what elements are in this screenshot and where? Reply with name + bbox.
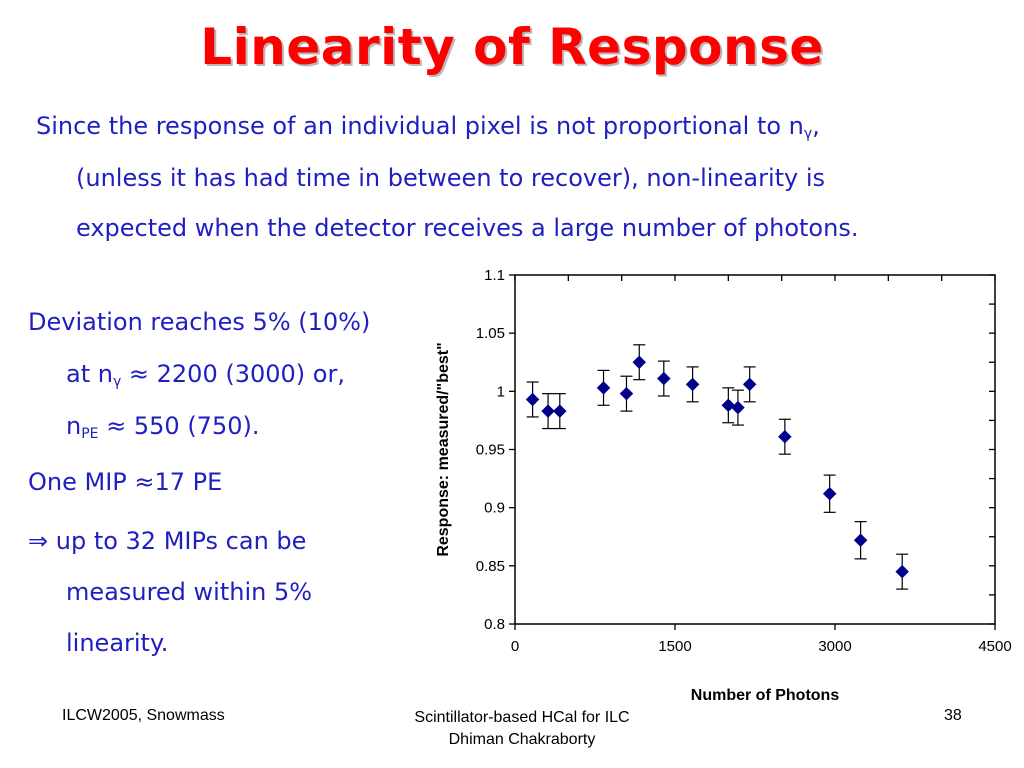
bullet-deviation-line-3: nPE ≈ 550 (750). [66, 412, 259, 442]
data-point [541, 404, 555, 418]
bullet-at-n: at n [66, 360, 113, 388]
footer-talk-title: Scintillator-based HCal for ILC [414, 709, 630, 726]
y-tick-label: 0.95 [476, 442, 505, 459]
bullet-pe-subscript: PE [81, 426, 99, 442]
intro-gamma-subscript: γ [803, 126, 813, 142]
response-chart: 0.8 0.85 0.9 0.95 1 1.05 1.1 0 1500 3000 4500 Numbe… [435, 267, 1012, 704]
y-tick-label: 0.85 [476, 558, 505, 575]
x-tick-label: 1500 [658, 638, 691, 655]
data-point [778, 429, 792, 444]
data-point [525, 392, 540, 407]
footer-page-number: 38 [944, 707, 962, 724]
bullet-mip: One MIP ≈17 PE [28, 468, 223, 496]
data-point [853, 533, 868, 548]
y-tick-label: 1 [497, 383, 505, 400]
bullet-mips-measured: ⇒ up to 32 MIPs can be [28, 527, 307, 555]
bullet-mips-line-2: measured within 5% [66, 578, 313, 606]
data-point [552, 404, 567, 418]
x-tick-label: 4500 [978, 638, 1011, 655]
data-point [822, 486, 837, 501]
x-tick-label: 3000 [818, 638, 851, 655]
plot-frame [514, 274, 996, 625]
data-point [895, 564, 910, 579]
bullet-approx-pe: ≈ 550 (750). [98, 412, 260, 440]
bullet-gamma-subscript: γ [112, 374, 122, 390]
data-point [742, 377, 757, 392]
intro-line-3: expected when the detector receives a la… [76, 214, 859, 242]
intro-line-1-text: Since the response of an individual pixe… [36, 112, 804, 140]
bullet-deviation: Deviation reaches 5% (10%) [28, 308, 371, 336]
bullet-approx-photons: ≈ 2200 (3000) or, [121, 360, 345, 388]
slide-title: Linearity of Response [200, 18, 824, 76]
footer-center: Scintillator-based HCal for ILC Dhiman C… [372, 707, 672, 751]
footer-author: Dhiman Chakraborty [448, 731, 596, 748]
data-point [632, 355, 647, 370]
data-point [656, 371, 671, 386]
intro-line-2: (unless it has had time in between to re… [76, 164, 826, 192]
x-tick-label: 0 [511, 638, 519, 655]
footer-conference: ILCW2005, Snowmass [62, 707, 225, 724]
bullet-mips-line-3: linearity. [66, 629, 169, 657]
y-axis-title: Response: measured/"best" [435, 342, 452, 556]
y-tick-label: 1.05 [476, 325, 505, 342]
y-tick-label: 0.9 [484, 500, 505, 517]
intro-line-1-comma: , [812, 112, 820, 140]
y-tick-label: 0.8 [484, 616, 505, 633]
data-point [619, 386, 634, 401]
y-tick-label: 1.1 [484, 267, 505, 284]
bullet-n: n [66, 412, 82, 440]
bullet-deviation-line-2: at nγ ≈ 2200 (3000) or, [66, 360, 345, 390]
data-point [721, 398, 736, 413]
x-axis-title: Number of Photons [691, 687, 840, 704]
data-point [596, 380, 611, 395]
intro-line-1: Since the response of an individual pixe… [36, 112, 820, 142]
data-point [731, 400, 745, 415]
data-point [685, 377, 700, 392]
